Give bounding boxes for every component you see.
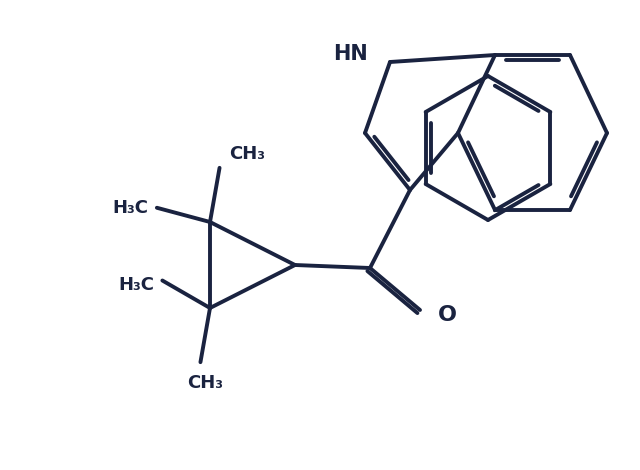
Text: O: O — [438, 305, 457, 325]
Text: CH₃: CH₃ — [230, 145, 266, 163]
Text: CH₃: CH₃ — [188, 374, 223, 392]
Text: HN: HN — [333, 44, 368, 64]
Text: H₃C: H₃C — [113, 199, 149, 217]
Text: H₃C: H₃C — [118, 276, 154, 295]
